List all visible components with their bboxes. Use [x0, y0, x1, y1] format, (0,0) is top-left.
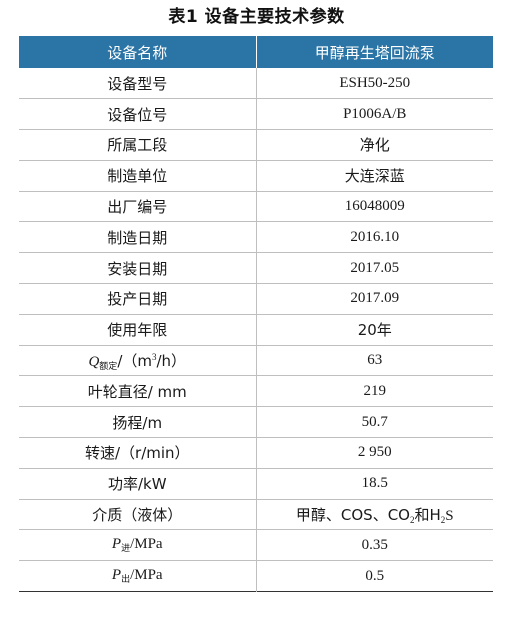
row-label: 功率/kW — [19, 468, 257, 500]
header-equipment-name-label: 设备名称 — [19, 36, 257, 68]
row-label: 介质（液体） — [19, 499, 257, 530]
equipment-parameters-table: 设备名称 甲醇再生塔回流泵 设备型号 ESH50-250 设备位号 P1006A… — [19, 36, 493, 592]
table-row: 投产日期 2017.09 — [19, 283, 493, 315]
header-equipment-name-value: 甲醇再生塔回流泵 — [314, 43, 435, 62]
table-caption: 表1 设备主要技术参数 — [168, 7, 345, 27]
row-value: 2 950 — [357, 444, 392, 461]
row-value: 2017.09 — [350, 290, 400, 307]
inlet-pressure-unit: /MPa — [130, 536, 163, 553]
flow-symbol: Q — [88, 353, 100, 370]
outlet-pressure-unit: /MPa — [130, 567, 163, 584]
row-value: 18.5 — [361, 475, 388, 492]
row-label: 制造日期 — [19, 221, 257, 253]
table-row: 使用年限 20年 — [19, 314, 493, 346]
table-row: 叶轮直径/ mm 219 — [19, 375, 493, 407]
row-value: 2017.05 — [350, 259, 400, 276]
row-label: 所属工段 — [19, 129, 257, 161]
row-value: 50.7 — [361, 413, 388, 430]
row-value: 63 — [367, 352, 383, 369]
medium-value-a: 甲醇、COS、CO — [295, 506, 410, 525]
row-value: 16048009 — [344, 198, 405, 215]
row-label: 叶轮直径/ mm — [19, 375, 257, 407]
table-row: Q额定/（m3/h） 63 — [19, 345, 493, 376]
row-value: 20年 — [357, 321, 392, 340]
row-label: 安装日期 — [19, 252, 257, 284]
row-label: 扬程/m — [19, 406, 257, 438]
table-row: 设备位号 P1006A/B — [19, 98, 493, 130]
row-label: 设备位号 — [19, 98, 257, 130]
inlet-pressure-symbol: P — [111, 536, 122, 553]
table-row: 所属工段 净化 — [19, 129, 493, 161]
inlet-pressure-subscript: 进 — [121, 544, 131, 555]
table-row: 转速/（r/min） 2 950 — [19, 437, 493, 469]
row-value: 2016.10 — [350, 228, 400, 245]
medium-subscript-2: 2 — [440, 515, 446, 526]
row-label: P出/MPa — [19, 560, 257, 592]
row-label: 设备型号 — [19, 68, 257, 99]
table-row: 功率/kW 18.5 — [19, 468, 493, 500]
row-label: 投产日期 — [19, 283, 257, 315]
row-value: 0.35 — [361, 536, 388, 553]
outlet-pressure-subscript: 出 — [121, 575, 131, 586]
table-row: 制造日期 2016.10 — [19, 221, 493, 253]
row-value: P1006A/B — [343, 105, 407, 122]
row-label: P进/MPa — [19, 529, 257, 561]
flow-unit-a: /（m — [117, 351, 152, 370]
table-row: 介质（液体） 甲醇、COS、CO2和H2S — [19, 499, 493, 530]
row-value: 0.5 — [365, 567, 385, 584]
table-row: 扬程/m 50.7 — [19, 406, 493, 438]
table-row: 安装日期 2017.05 — [19, 252, 493, 284]
row-label: 出厂编号 — [19, 191, 257, 222]
table-row: 出厂编号 16048009 — [19, 191, 493, 222]
flow-subscript: 额定 — [99, 361, 118, 372]
flow-unit-b: /h） — [156, 351, 187, 370]
row-value: 净化 — [359, 136, 390, 155]
row-label: 使用年限 — [19, 314, 257, 346]
table-row: 制造单位 大连深蓝 — [19, 160, 493, 192]
row-value: 甲醇、COS、CO2和H2S — [256, 499, 493, 530]
medium-subscript-1: 2 — [409, 515, 415, 526]
row-label: 转速/（r/min） — [19, 437, 257, 469]
table-row: P出/MPa 0.5 — [19, 560, 493, 592]
row-value: 219 — [363, 382, 387, 399]
row-label: Q额定/（m3/h） — [19, 345, 257, 376]
row-label: 制造单位 — [19, 160, 257, 192]
medium-value-c: S — [445, 508, 454, 525]
outlet-pressure-symbol: P — [111, 567, 122, 584]
table-header-row: 设备名称 甲醇再生塔回流泵 — [19, 36, 493, 68]
table-row: P进/MPa 0.35 — [19, 529, 493, 561]
medium-value-b: 和H — [414, 506, 441, 525]
flow-superscript: 3 — [151, 351, 157, 362]
row-value: ESH50-250 — [339, 74, 411, 91]
row-value: 大连深蓝 — [344, 167, 405, 186]
table-row: 设备型号 ESH50-250 — [19, 68, 493, 99]
